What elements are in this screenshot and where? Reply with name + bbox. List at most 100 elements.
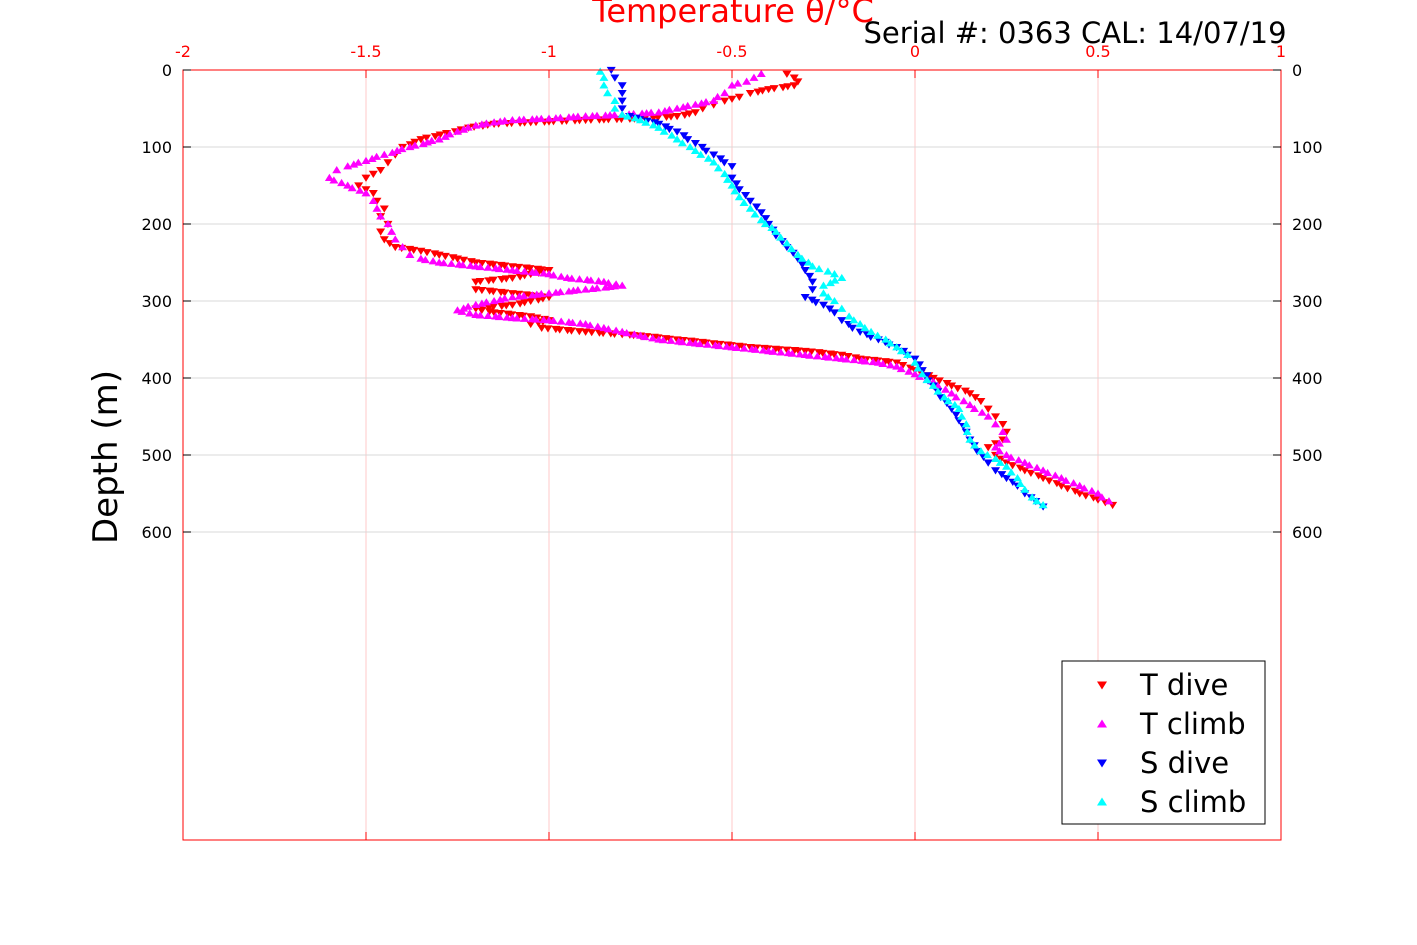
- data-point: [1038, 466, 1048, 474]
- data-point: [477, 286, 487, 295]
- data-point: [405, 250, 415, 258]
- data-point: [617, 89, 627, 98]
- data-point: [648, 334, 658, 342]
- data-point: [695, 339, 705, 348]
- data-series: [324, 66, 1118, 511]
- data-point: [1015, 479, 1025, 488]
- data-point: [398, 243, 408, 251]
- data-point: [716, 155, 726, 163]
- data-point: [654, 123, 664, 131]
- data-point: [719, 159, 729, 167]
- data-point: [991, 413, 1001, 421]
- data-point: [1034, 472, 1044, 480]
- data-point: [629, 330, 639, 338]
- data-point: [1044, 477, 1054, 485]
- data-point: [623, 112, 632, 120]
- data-point: [409, 246, 419, 255]
- data-point: [376, 228, 386, 236]
- data-point: [347, 184, 357, 192]
- data-point: [495, 117, 505, 125]
- data-point: [825, 305, 835, 313]
- data-point: [672, 104, 682, 112]
- data-point: [965, 435, 975, 443]
- data-point: [829, 270, 839, 278]
- data-point: [849, 316, 859, 324]
- data-point: [439, 259, 449, 267]
- data-point: [965, 390, 975, 398]
- data-point: [525, 265, 535, 273]
- data-point: [685, 142, 695, 151]
- data-point: [896, 364, 906, 373]
- y-tick-label-left: 300: [141, 292, 172, 311]
- data-point: [495, 310, 505, 318]
- data-point: [507, 311, 517, 319]
- data-point: [1052, 480, 1062, 488]
- data-point: [526, 320, 536, 329]
- data-point: [727, 163, 737, 171]
- x-tick-label: -0.5: [716, 42, 747, 61]
- data-point: [471, 286, 481, 294]
- data-point: [752, 203, 762, 211]
- data-point: [368, 196, 378, 205]
- data-point: [812, 352, 822, 360]
- y-tick-label-left: 600: [141, 523, 172, 542]
- y-tick-label-right: 100: [1292, 138, 1323, 157]
- data-point: [603, 325, 613, 333]
- data-point: [823, 293, 833, 301]
- data-point: [410, 141, 420, 149]
- data-point: [502, 265, 512, 273]
- data-point: [793, 347, 803, 355]
- data-point: [1063, 485, 1072, 493]
- data-point: [768, 347, 778, 355]
- data-point: [489, 296, 499, 305]
- data-point: [787, 244, 797, 253]
- data-point: [1070, 487, 1080, 495]
- data-point: [514, 292, 524, 300]
- data-point: [761, 215, 771, 223]
- data-point: [556, 317, 566, 325]
- data-point: [1002, 474, 1011, 483]
- data-point: [440, 132, 450, 140]
- data-point: [507, 293, 517, 301]
- data-point: [994, 447, 1004, 455]
- series-t-dive: [354, 70, 1118, 510]
- data-point: [970, 394, 980, 402]
- data-point: [789, 74, 799, 82]
- data-point: [551, 114, 561, 122]
- data-point: [829, 309, 839, 317]
- data-point: [520, 267, 530, 275]
- data-point: [1056, 474, 1066, 482]
- data-point: [1075, 481, 1085, 489]
- data-point: [720, 89, 730, 97]
- data-point: [679, 132, 689, 140]
- data-point: [960, 387, 970, 395]
- data-point: [727, 174, 737, 182]
- data-point: [947, 382, 957, 390]
- data-point: [599, 81, 609, 89]
- data-point: [756, 216, 766, 224]
- data-point: [428, 257, 438, 265]
- data-point: [649, 114, 658, 122]
- data-point: [520, 314, 530, 322]
- data-point: [457, 307, 467, 315]
- data-point: [1020, 458, 1030, 466]
- data-point: [489, 118, 499, 126]
- data-point: [991, 420, 1001, 428]
- data-point: [610, 104, 620, 112]
- data-point: [368, 190, 378, 198]
- data-point: [756, 69, 766, 77]
- data-point: [672, 135, 682, 143]
- x-axis-title: Temperature θ/°C: [591, 0, 874, 30]
- data-point: [475, 311, 485, 319]
- data-point: [1002, 462, 1011, 470]
- data-point: [337, 178, 347, 187]
- data-point: [622, 329, 632, 337]
- data-point: [477, 259, 487, 268]
- data-point: [823, 267, 833, 275]
- data-point: [991, 467, 1001, 475]
- data-point: [723, 175, 733, 183]
- data-point: [1008, 462, 1018, 470]
- data-point: [440, 252, 450, 261]
- data-point: [795, 350, 805, 358]
